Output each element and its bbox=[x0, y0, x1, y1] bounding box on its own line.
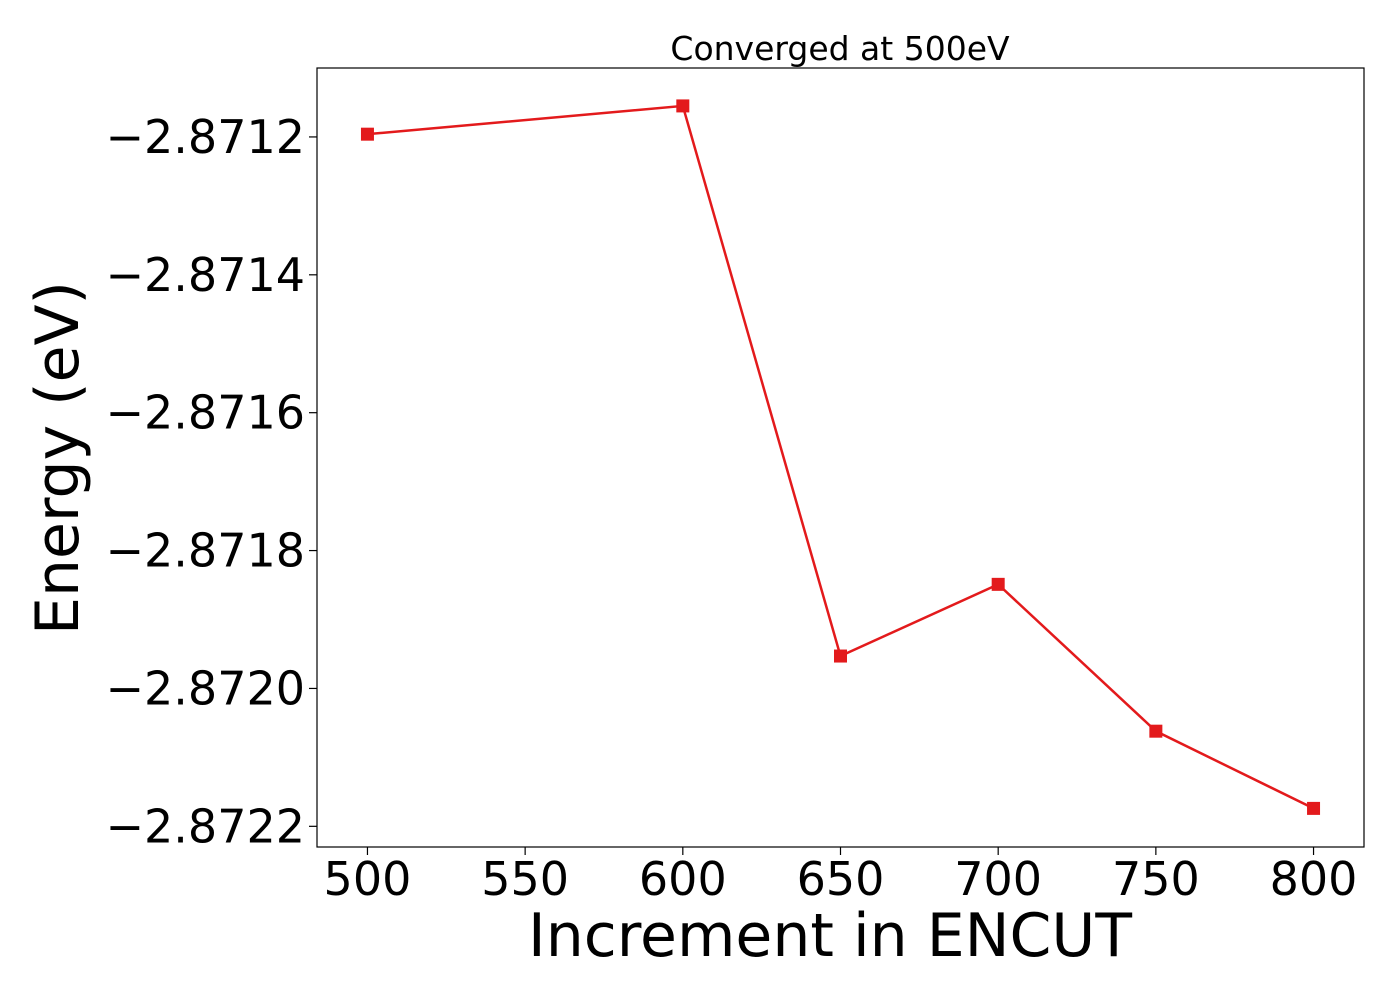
y-tick-label: −2.8716 bbox=[106, 386, 306, 440]
x-tick-label: 650 bbox=[797, 852, 885, 906]
x-axis-ticks: 500 550 600 650 700 750 800 bbox=[324, 847, 1358, 906]
x-tick-label: 550 bbox=[481, 852, 569, 906]
data-point-marker bbox=[676, 99, 690, 113]
chart-title: Converged at 500eV bbox=[670, 29, 1010, 68]
y-tick-label: −2.8720 bbox=[106, 661, 306, 715]
y-axis-title: Energy (eV) bbox=[23, 281, 93, 635]
x-tick-label: 700 bbox=[954, 852, 1042, 906]
y-tick-label: −2.8722 bbox=[106, 799, 306, 853]
data-point-marker bbox=[360, 127, 374, 141]
data-point-marker bbox=[1307, 801, 1321, 815]
series-layer bbox=[360, 99, 1321, 815]
y-tick-label: −2.8714 bbox=[106, 248, 306, 302]
x-tick-label: 800 bbox=[1270, 852, 1358, 906]
data-point-marker bbox=[991, 577, 1005, 591]
x-tick-label: 750 bbox=[1112, 852, 1200, 906]
x-tick-label: 600 bbox=[639, 852, 727, 906]
series-line bbox=[367, 104, 1315, 810]
plot-frame bbox=[316, 67, 1365, 848]
y-tick-label: −2.8718 bbox=[106, 524, 306, 578]
y-axis-ticks: −2.8712 −2.8714 −2.8716 −2.8718 −2.8720 −2.87… bbox=[106, 110, 317, 853]
data-point-marker bbox=[1149, 724, 1163, 738]
x-tick-label: 500 bbox=[324, 852, 412, 906]
y-tick-label: −2.8712 bbox=[106, 110, 306, 164]
data-point-marker bbox=[834, 649, 847, 663]
x-axis-title: Increment in ENCUT bbox=[528, 901, 1132, 971]
